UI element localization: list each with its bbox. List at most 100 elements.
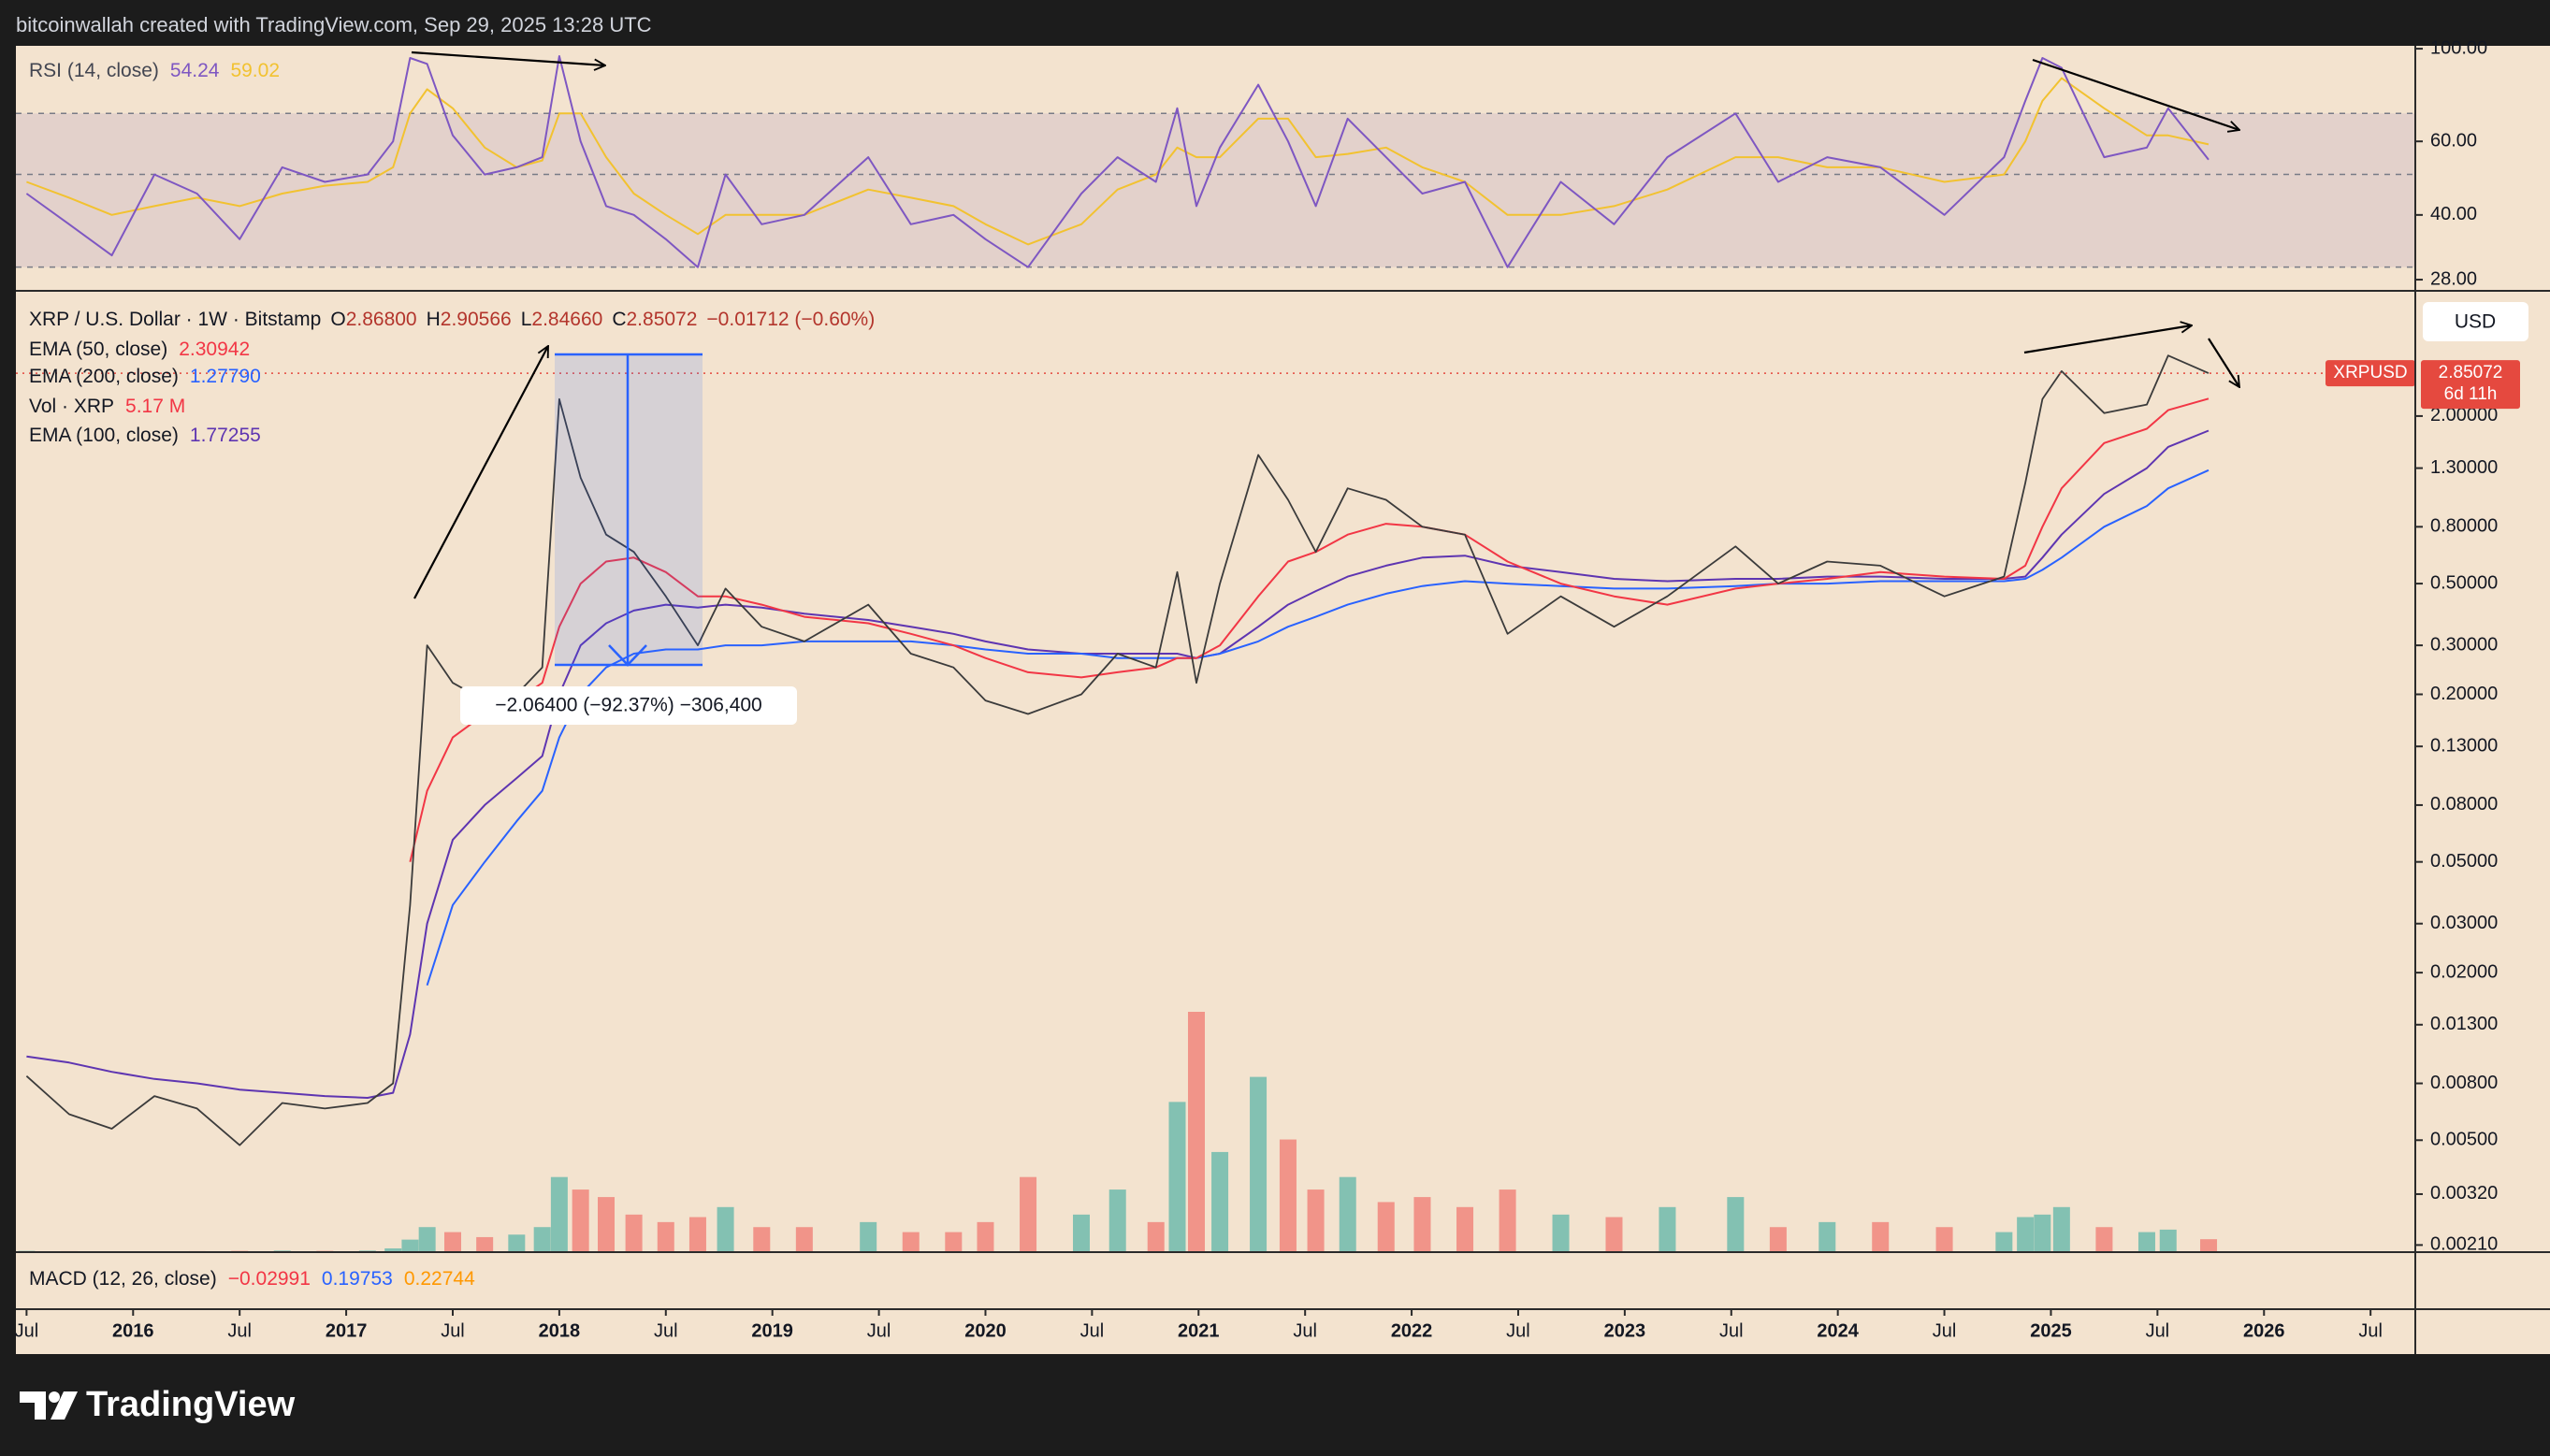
arrow bbox=[413, 346, 548, 599]
volume-bar bbox=[2034, 1214, 2051, 1252]
volume-bar bbox=[1279, 1139, 1297, 1252]
y-tick-label: 40.00 bbox=[2430, 204, 2477, 224]
volume-bar bbox=[476, 1236, 494, 1252]
y-tick-label: 100.00 bbox=[2430, 37, 2487, 58]
x-tick-label: 2018 bbox=[539, 1320, 581, 1341]
arrow bbox=[2208, 338, 2239, 387]
arrow bbox=[411, 50, 605, 65]
y-tick-label: 0.30000 bbox=[2430, 634, 2498, 655]
volume-bar bbox=[418, 1227, 436, 1252]
legend-value: 59.02 bbox=[230, 60, 280, 81]
volume-bar bbox=[688, 1217, 706, 1252]
volume-bar bbox=[443, 1232, 461, 1252]
y-tick-label: 0.00320 bbox=[2430, 1183, 2498, 1204]
y-tick-label: 0.01300 bbox=[2430, 1014, 2498, 1034]
volume-bar bbox=[945, 1232, 963, 1252]
x-tick-label: Jul bbox=[1506, 1320, 1530, 1341]
x-tick-label: Jul bbox=[654, 1320, 678, 1341]
volume-bar bbox=[717, 1206, 734, 1252]
panel-borders bbox=[16, 46, 2550, 1354]
ohlc-name: O bbox=[330, 309, 345, 330]
series-line bbox=[25, 55, 2210, 268]
volume-bar bbox=[1413, 1197, 1431, 1252]
x-tick-label: 2019 bbox=[751, 1320, 793, 1341]
y-tick-label: 0.20000 bbox=[2430, 684, 2498, 704]
currency-label[interactable]: USD bbox=[2455, 311, 2496, 333]
series-line bbox=[26, 77, 2210, 246]
legend-title: RSI (14, close) bbox=[29, 60, 159, 81]
volume-bar bbox=[533, 1227, 551, 1252]
legend-value: 1.27790 bbox=[190, 366, 261, 387]
x-tick-label: 2026 bbox=[2243, 1320, 2285, 1341]
x-tick-label: Jul bbox=[1293, 1320, 1317, 1341]
x-tick-label: 2022 bbox=[1391, 1320, 1433, 1341]
measure-arrow bbox=[608, 644, 647, 667]
legend: MACD (12, 26, close) −0.02991 0.19753 0.227… bbox=[29, 1268, 475, 1290]
ohlc-value: 2.90566 bbox=[441, 309, 512, 330]
volume-bar bbox=[1818, 1221, 1836, 1252]
x-tick-label: Jul bbox=[1080, 1320, 1105, 1341]
y-tick-label: 0.13000 bbox=[2430, 735, 2498, 756]
y-tick-label: 0.03000 bbox=[2430, 913, 2498, 933]
y-tick-label: 0.02000 bbox=[2430, 961, 2498, 982]
legend-name: EMA (50, close) bbox=[29, 339, 167, 360]
brand-logo bbox=[20, 1391, 78, 1420]
currency-button[interactable] bbox=[2423, 302, 2528, 341]
volume-bar bbox=[1211, 1151, 1229, 1252]
volume-bar bbox=[597, 1197, 615, 1252]
legend-value: 0.22744 bbox=[404, 1268, 475, 1290]
volume-bar bbox=[1168, 1102, 1186, 1252]
x-tick-label: 2021 bbox=[1178, 1320, 1220, 1341]
volume-bar bbox=[1147, 1221, 1165, 1252]
x-tick-label: 2025 bbox=[2030, 1320, 2072, 1341]
y-tick-label: 28.00 bbox=[2430, 268, 2477, 289]
y-tick-label: 0.05000 bbox=[2430, 851, 2498, 872]
legend: EMA (100, close) 1.77255 bbox=[29, 425, 261, 446]
legend-value: −0.02991 bbox=[228, 1268, 311, 1290]
volume-bar bbox=[1872, 1221, 1890, 1252]
x-tick-label: 2016 bbox=[112, 1320, 154, 1341]
symbol-tag-label: XRPUSD bbox=[2333, 363, 2407, 382]
x-tick-label: 2017 bbox=[326, 1320, 368, 1341]
volume-bar bbox=[1108, 1189, 1126, 1252]
volume-bar bbox=[1020, 1176, 1037, 1252]
logo-part bbox=[20, 1391, 46, 1420]
volume-bar bbox=[1499, 1189, 1516, 1252]
y-tick-label: 2.00000 bbox=[2430, 405, 2498, 425]
series-line bbox=[26, 429, 2210, 1099]
series-line bbox=[409, 397, 2210, 862]
y-tick-label: 0.08000 bbox=[2430, 794, 2498, 814]
x-tick-label: Jul bbox=[441, 1320, 465, 1341]
legend-value: 1.77255 bbox=[190, 425, 261, 446]
legend-name: Vol · XRP bbox=[29, 396, 114, 417]
volume-bar bbox=[2137, 1232, 2155, 1252]
ohlc-name: C bbox=[612, 309, 626, 330]
y-tick-label: 0.50000 bbox=[2430, 572, 2498, 593]
legend-name: EMA (200, close) bbox=[29, 366, 179, 387]
brand: TradingView bbox=[86, 1385, 296, 1424]
y-tick-label: 0.00800 bbox=[2430, 1073, 2498, 1093]
x-tick-label: Jul bbox=[1719, 1320, 1744, 1341]
legend-value: 5.17 M bbox=[125, 396, 185, 417]
legend: EMA (50, close) 2.30942 bbox=[29, 339, 250, 360]
arrow bbox=[2023, 325, 2192, 354]
legend-value: 54.24 bbox=[170, 60, 220, 81]
volume-bar bbox=[977, 1221, 994, 1252]
volume-bar bbox=[2017, 1217, 2035, 1252]
symbol-tag bbox=[2325, 360, 2415, 387]
volume-bar bbox=[1995, 1232, 2013, 1252]
price-tag bbox=[2421, 360, 2520, 410]
ohlc-value: 2.85072 bbox=[627, 309, 698, 330]
volume-bar bbox=[1659, 1206, 1676, 1252]
volume-bar bbox=[795, 1227, 813, 1252]
volume-bar bbox=[2200, 1239, 2218, 1252]
volume-bar bbox=[2052, 1206, 2070, 1252]
x-tick-label: 2024 bbox=[1817, 1320, 1859, 1341]
ohlc-name: H bbox=[427, 309, 441, 330]
legend: XRP / U.S. Dollar · 1W · Bitstamp O2.8680… bbox=[29, 309, 875, 330]
x-tick-label: 2020 bbox=[964, 1320, 1007, 1341]
volume-bar bbox=[1187, 1012, 1205, 1252]
series-line bbox=[426, 469, 2210, 987]
arrow bbox=[2032, 58, 2239, 130]
